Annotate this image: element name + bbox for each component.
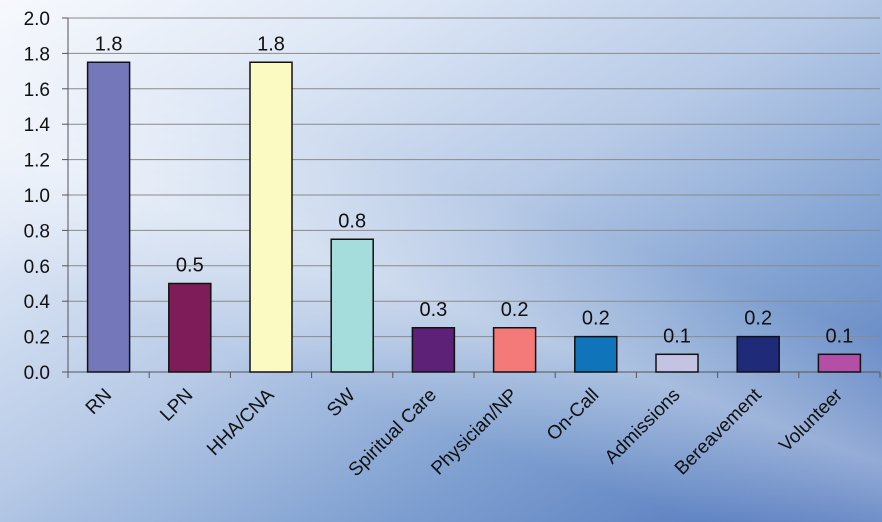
data-label: 1.8 xyxy=(257,33,285,55)
x-tick-label: Admissions xyxy=(601,385,685,469)
y-tick-label: 0.0 xyxy=(24,363,50,384)
y-tick-label: 1.6 xyxy=(24,80,50,101)
x-tick-label: LPN xyxy=(156,385,197,426)
y-tick-label: 0.6 xyxy=(24,257,50,278)
x-tick-label: Bereavement xyxy=(671,384,766,479)
data-label: 0.1 xyxy=(663,325,691,347)
x-tick-label: Physician/NP xyxy=(427,385,522,480)
y-tick-label: 0.8 xyxy=(24,221,50,242)
bar[interactable] xyxy=(817,353,862,373)
data-label: 1.8 xyxy=(95,33,123,55)
bar[interactable] xyxy=(655,353,699,373)
bar[interactable] xyxy=(168,282,212,373)
x-tick-label: Volunteer xyxy=(775,384,847,456)
data-label: 0.2 xyxy=(501,299,529,321)
bar[interactable] xyxy=(86,61,131,373)
y-tick-label: 2.0 xyxy=(24,9,50,30)
data-label: 0.2 xyxy=(744,308,772,330)
data-label: 0.5 xyxy=(176,255,204,277)
data-label: 0.8 xyxy=(338,210,366,232)
y-tick-label: 1.2 xyxy=(24,151,50,172)
bar[interactable] xyxy=(411,327,456,373)
x-tick-label: SW xyxy=(323,385,360,422)
x-tick-label: On-Call xyxy=(543,385,603,445)
bar[interactable] xyxy=(492,327,537,373)
y-tick-label: 1.4 xyxy=(24,115,51,136)
data-label: 0.1 xyxy=(825,325,853,347)
bar[interactable] xyxy=(249,61,293,373)
bar[interactable] xyxy=(574,335,618,373)
y-tick-label: 1.0 xyxy=(24,186,50,207)
bar[interactable] xyxy=(736,335,780,373)
x-tick-label: RN xyxy=(82,385,116,419)
y-tick-label: 1.8 xyxy=(24,44,50,65)
data-label: 0.2 xyxy=(582,308,610,330)
y-tick-label: 0.2 xyxy=(24,328,50,349)
x-tick-label: HHA/CNA xyxy=(203,384,279,460)
bar[interactable] xyxy=(330,238,374,373)
data-label: 0.3 xyxy=(419,299,447,321)
y-tick-label: 0.4 xyxy=(24,292,51,313)
